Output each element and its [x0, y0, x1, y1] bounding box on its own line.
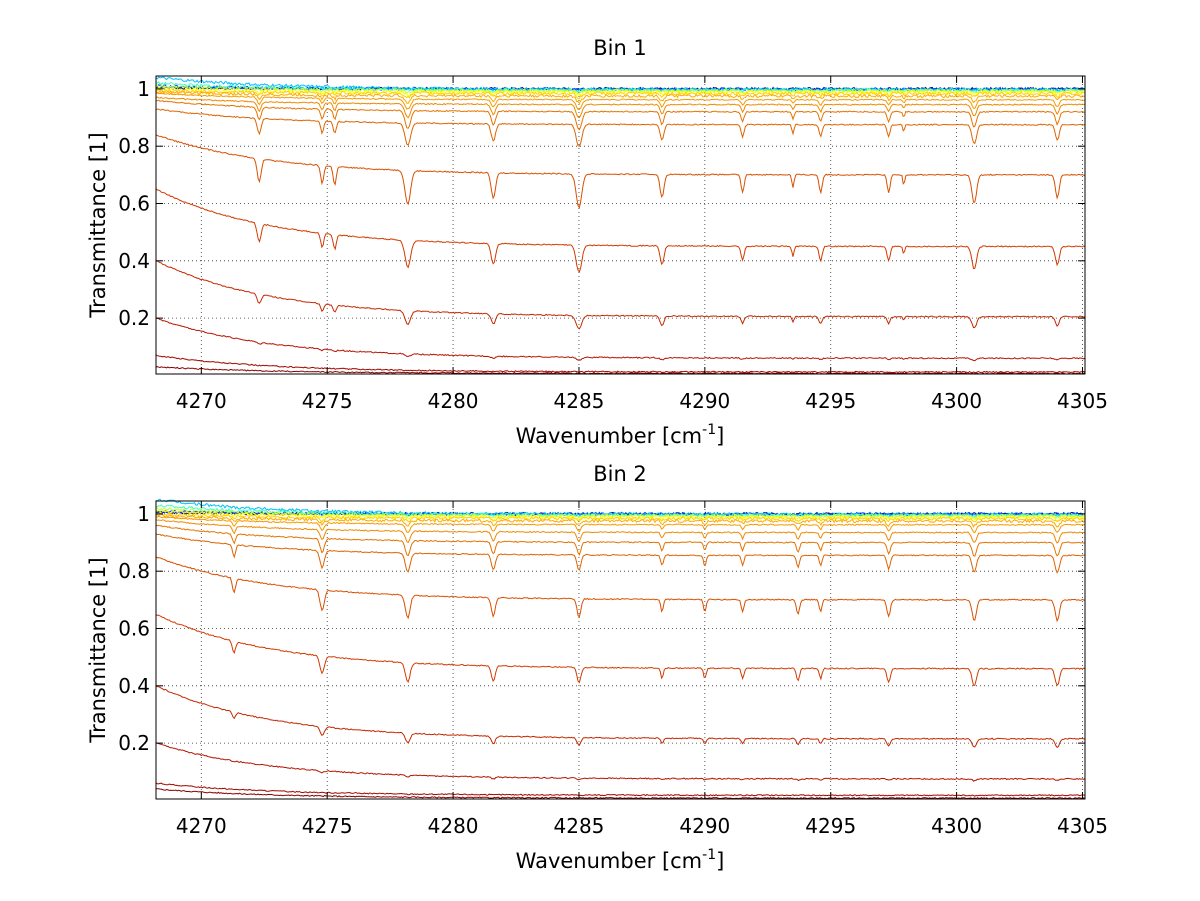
x-tick-label: 4280 [428, 814, 479, 838]
series-line-12 [155, 556, 1086, 623]
series-line-16 [155, 354, 1086, 374]
series-line-17 [155, 788, 1086, 800]
series-line-17 [155, 366, 1086, 375]
x-axis-label: Wavenumber [cm-1] [516, 422, 725, 448]
series-line-8 [155, 515, 1086, 534]
series-line-12 [155, 134, 1086, 209]
series-line-10 [156, 99, 1086, 131]
series-line-10 [155, 524, 1086, 557]
y-tick-label: 0.4 [118, 674, 150, 698]
series-line-9 [155, 96, 1086, 119]
y-tick-label: 1 [137, 77, 150, 101]
axis-ticks: 4270 4275 4280 4285 4290 4295 4300 4305 0.2 0.4 0.… [118, 501, 1108, 838]
series-line-13 [155, 614, 1086, 687]
series-line-2 [155, 498, 1086, 517]
subplot-bin-1: Bin 1 Transmittance [1] Wavenumber [cm-1… [86, 36, 1108, 448]
x-tick-label: 4305 [1057, 389, 1108, 413]
x-tick-label: 4290 [679, 814, 730, 838]
series-line-1 [155, 84, 1086, 92]
x-axis-label-end: ] [716, 849, 724, 873]
y-axis-label: Transmittance [1] [86, 132, 110, 318]
series-line-14 [155, 260, 1086, 330]
y-tick-label: 0.6 [118, 192, 150, 216]
x-tick-label: 4300 [931, 814, 982, 838]
y-tick-label: 1 [137, 502, 150, 526]
x-tick-label: 4270 [176, 814, 227, 838]
y-tick-label: 0.8 [118, 559, 150, 583]
y-tick-label: 0.2 [118, 731, 150, 755]
x-axis-label: Wavenumber [cm-1] [516, 847, 725, 873]
series-lines [155, 498, 1086, 800]
subplot-title: Bin 2 [593, 462, 647, 486]
axes-box [155, 500, 1086, 800]
x-tick-label: 4300 [931, 389, 982, 413]
series-line-13 [155, 188, 1086, 274]
series-line-16 [155, 782, 1086, 797]
series-line-4 [155, 83, 1086, 95]
x-tick-label: 4285 [554, 814, 605, 838]
series-line-11 [155, 108, 1085, 147]
series-line-4 [155, 506, 1086, 520]
y-tick-label: 0.2 [118, 306, 150, 330]
x-axis-label-superscript: -1 [702, 847, 716, 863]
y-tick-label: 0.6 [118, 617, 150, 641]
y-axis-label: Transmittance [1] [86, 557, 110, 743]
x-tick-label: 4280 [428, 389, 479, 413]
x-tick-label: 4295 [805, 389, 856, 413]
x-tick-label: 4285 [554, 389, 605, 413]
series-line-11 [155, 533, 1086, 574]
series-line-7 [155, 513, 1086, 529]
series-line-7 [155, 89, 1086, 105]
x-tick-label: 4270 [176, 389, 227, 413]
series-line-15 [155, 742, 1086, 782]
axes-box [155, 75, 1086, 375]
series-line-14 [155, 684, 1086, 748]
series-line-6 [155, 88, 1086, 100]
x-axis-label-superscript: -1 [702, 422, 716, 438]
x-tick-label: 4275 [302, 389, 353, 413]
x-axis-label-end: ] [716, 424, 724, 448]
x-axis-label-main: Wavenumber [cm [516, 849, 702, 873]
series-line-6 [155, 512, 1086, 523]
series-line-9 [155, 519, 1085, 544]
x-tick-label: 4275 [302, 814, 353, 838]
y-tick-label: 0.4 [118, 249, 150, 273]
subplot-bin-2: Bin 2 Transmittance [1] Wavenumber [cm-1… [86, 462, 1108, 873]
subplot-title: Bin 1 [593, 36, 647, 60]
series-line-8 [155, 92, 1086, 110]
x-tick-label: 4295 [805, 814, 856, 838]
axis-ticks: 4270 4275 4280 4285 4290 4295 4300 4305 0.2 0.4 0.… [118, 76, 1108, 413]
series-lines [155, 76, 1086, 375]
series-line-15 [155, 317, 1086, 362]
x-tick-label: 4305 [1057, 814, 1108, 838]
y-tick-label: 0.8 [118, 134, 150, 158]
x-tick-label: 4290 [679, 389, 730, 413]
x-axis-label-main: Wavenumber [cm [516, 424, 702, 448]
